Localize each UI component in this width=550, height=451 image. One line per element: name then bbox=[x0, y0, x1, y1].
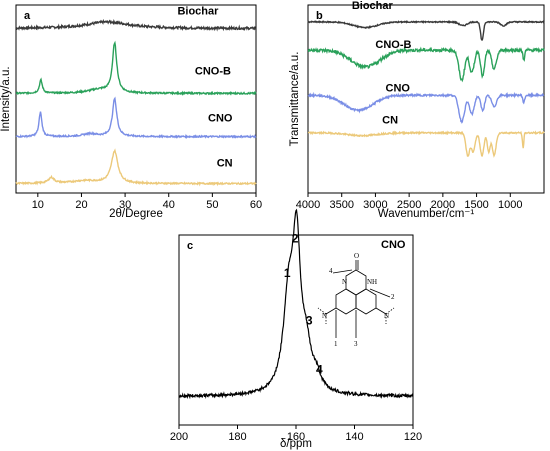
panel-b-line-cno bbox=[307, 91, 545, 124]
panel-a-x-tick-label-3: 40 bbox=[163, 199, 175, 211]
structure-atom-n-3: N bbox=[384, 312, 389, 320]
panel-c-peak-annotations: 1 2 3 4 bbox=[284, 232, 323, 377]
panel-b-letter: b bbox=[316, 10, 323, 22]
structure-label-2: 2 bbox=[391, 293, 395, 301]
molecule-structure-inset bbox=[317, 260, 395, 338]
panel-b-x-axis-title: Wavenumber/cm⁻¹ bbox=[378, 208, 475, 220]
panel-b-series-label-cno-b: CNO-B bbox=[375, 39, 411, 51]
structure-label-3: 3 bbox=[354, 340, 358, 348]
panel-a-line-biochar bbox=[15, 18, 257, 32]
panel-c-x-axis-title: δ/ppm bbox=[280, 438, 312, 450]
structure-atom-nh: NH bbox=[367, 278, 377, 286]
structure-atom-n-2: N bbox=[322, 312, 327, 320]
panel-c-letter: c bbox=[187, 240, 193, 252]
panel-c-x-tick-label-3: 140 bbox=[345, 431, 363, 443]
panel-b-x-tick-label-2: 3000 bbox=[363, 199, 387, 211]
panel-c-peak-label-3: 3 bbox=[306, 313, 313, 327]
panel-a-x-tick-label-5: 60 bbox=[250, 199, 262, 211]
panel-b-line-cno-b bbox=[307, 46, 545, 83]
panel-a-y-axis-title: Intensity/a.u. bbox=[0, 66, 12, 131]
panel-a-series-label-biochar: Biochar bbox=[177, 5, 219, 17]
panel-a-x-tick-label-2: 30 bbox=[119, 199, 131, 211]
panel-a-series-group: Biochar CNO-B CNO CN bbox=[15, 5, 257, 187]
panel-a-series-label-cno: CNO bbox=[208, 113, 233, 125]
panel-a-letter: a bbox=[24, 10, 31, 22]
panel-c-x-tick-label-1: 180 bbox=[228, 431, 246, 443]
panel-c-x-tick-label-2: 160 bbox=[287, 431, 305, 443]
panel-c-peak-label-1: 1 bbox=[284, 266, 291, 280]
panel-b-ftir: b Biochar CNO-B CNO CN 4000 3500 3000 2500 2000… bbox=[289, 0, 545, 220]
panel-b-x-tick-label-6: 1000 bbox=[498, 199, 522, 211]
panel-c-peak-label-4: 4 bbox=[316, 363, 323, 377]
structure-bond-right-n bbox=[375, 307, 387, 315]
structure-label-1: 1 bbox=[334, 340, 338, 348]
panel-c-nmr: c CNO 1 2 3 4 200 180 160 140 120 δ/ppm bbox=[170, 208, 422, 450]
panel-b-series-label-biochar: Biochar bbox=[352, 0, 394, 12]
structure-arrow-2 bbox=[369, 288, 391, 298]
panel-a-x-tick-label-4: 50 bbox=[206, 199, 218, 211]
panel-c-line-cno bbox=[178, 208, 414, 400]
panel-a-x-tick-label-0: 10 bbox=[32, 199, 44, 211]
structure-atom-o: O bbox=[354, 252, 359, 260]
panel-b-series-label-cn: CN bbox=[382, 114, 398, 126]
panel-b-x-ticks: 4000 3500 3000 2500 2000 1500 1000 bbox=[296, 193, 523, 211]
panel-b-series-label-cno: CNO bbox=[386, 82, 411, 94]
structure-ring-right bbox=[355, 288, 377, 315]
panel-a-x-ticks: 10 20 30 40 50 60 bbox=[32, 193, 262, 211]
panel-b-x-tick-label-4: 2000 bbox=[431, 199, 455, 211]
panel-b-y-axis-title: Transmittance/a.u. bbox=[289, 52, 301, 147]
panel-c-x-tick-label-0: 200 bbox=[170, 431, 188, 443]
structure-ring-left bbox=[335, 288, 357, 315]
structure-bond-left-n bbox=[325, 307, 337, 315]
panel-c-title: CNO bbox=[381, 239, 406, 251]
panel-a-series-label-cno-b: CNO-B bbox=[195, 66, 231, 78]
panel-c-peak-label-2: 2 bbox=[292, 232, 299, 246]
panel-b-line-cn bbox=[307, 130, 545, 158]
panel-a-line-cno bbox=[15, 96, 257, 140]
panel-a-x-axis-title: 2θ/Degree bbox=[109, 208, 163, 220]
panel-a-frame bbox=[15, 4, 257, 194]
structure-atom-n-1: N bbox=[342, 278, 347, 286]
panel-c-series-group bbox=[178, 208, 414, 400]
panel-a-line-cno-b bbox=[15, 40, 257, 96]
panel-c-x-ticks: 200 180 160 140 120 bbox=[170, 425, 422, 443]
structure-label-4: 4 bbox=[329, 267, 333, 275]
panel-b-x-tick-label-0: 4000 bbox=[296, 199, 320, 211]
panel-c-x-tick-label-4: 120 bbox=[404, 431, 422, 443]
panel-a-x-tick-label-1: 20 bbox=[75, 199, 87, 211]
panel-b-x-tick-label-3: 2500 bbox=[397, 199, 421, 211]
molecule-structure-labels: O NH N N N 4 2 1 3 bbox=[322, 252, 395, 348]
panel-a-line-cn bbox=[15, 148, 257, 187]
panel-b-line-biochar bbox=[307, 19, 545, 41]
structure-arrow-4 bbox=[332, 269, 353, 274]
panel-a-series-label-cn: CN bbox=[217, 158, 233, 170]
panel-b-x-tick-label-5: 1500 bbox=[464, 199, 488, 211]
panel-b-frame bbox=[307, 4, 545, 194]
panel-a-xrd: a Biochar CNO-B CNO CN 10 20 30 40 50 60 2θ/Degr… bbox=[0, 4, 262, 220]
panel-b-x-tick-label-1: 3500 bbox=[329, 199, 353, 211]
panel-b-series-group: Biochar CNO-B CNO CN bbox=[307, 0, 545, 158]
